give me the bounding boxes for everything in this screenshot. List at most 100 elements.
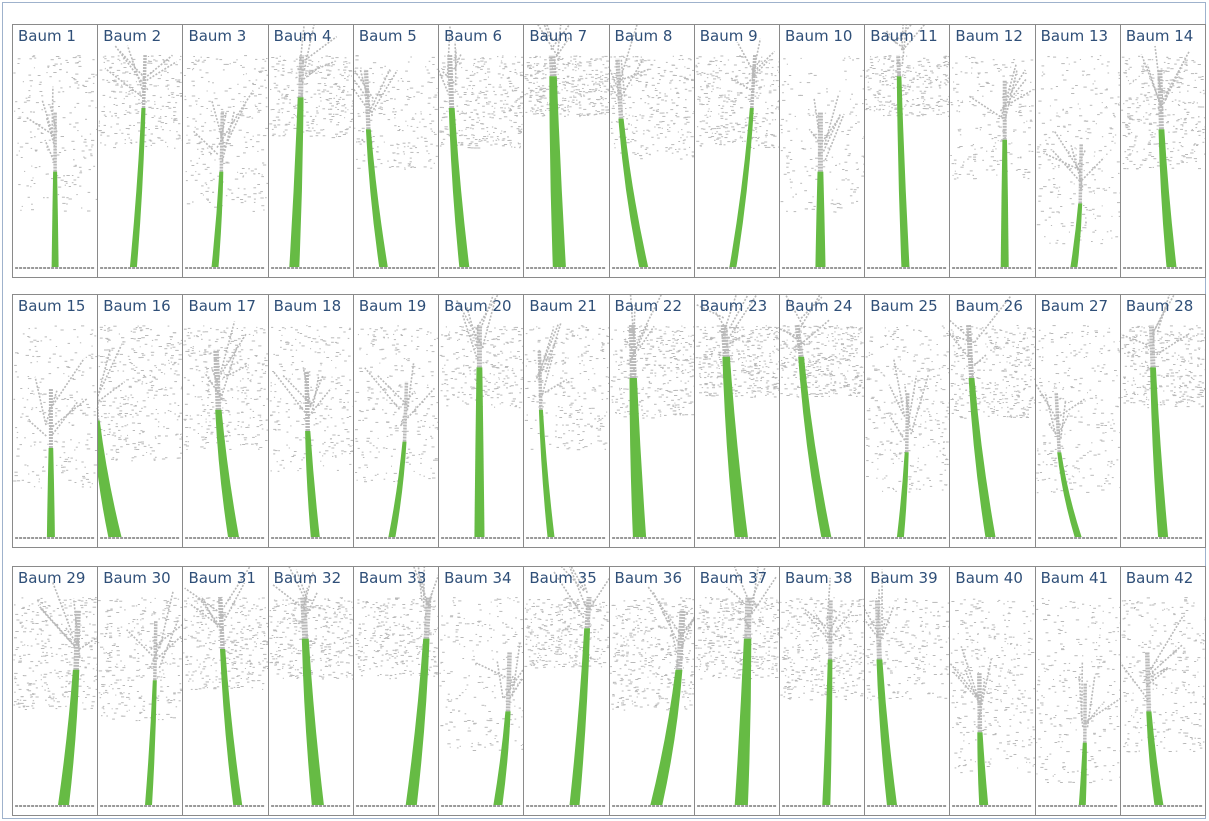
tree-panel: Baum 32: [267, 566, 354, 816]
tree-row-1: Baum 1 Baum 2 Baum 3 Baum 4 Baum 5 Baum 6 Baum…: [12, 24, 1207, 278]
tree-panel: Baum 11: [864, 24, 951, 278]
point-cloud-tree: [13, 582, 98, 807]
point-cloud-tree: [439, 295, 524, 539]
tree-panel: Baum 40: [949, 566, 1036, 816]
tree-label: Baum 32: [273, 569, 342, 587]
tree-panel: Baum 42: [1119, 566, 1207, 816]
point-cloud-tree: [354, 325, 439, 539]
point-cloud-tree: [1120, 597, 1206, 807]
point-cloud-tree: [609, 25, 694, 269]
tree-label: Baum 34: [444, 569, 512, 587]
tree-label: Baum 7: [529, 27, 588, 45]
tree-panel: Baum 3: [182, 24, 269, 278]
tree-panel: Baum 22: [608, 294, 695, 548]
tree-label: Baum 19: [358, 297, 427, 315]
tree-panel: Baum 38: [778, 566, 866, 816]
tree-label: Baum 39: [870, 569, 938, 587]
tree-label: Baum 33: [358, 569, 427, 587]
tree-label: Baum 10: [784, 27, 853, 45]
tree-label: Baum 25: [870, 297, 938, 315]
tree-panel: Baum 27: [1034, 294, 1121, 548]
tree-label: Baum 24: [784, 297, 853, 315]
point-cloud-tree: [13, 325, 98, 539]
point-cloud-tree: [525, 322, 609, 539]
point-cloud-tree: [524, 567, 609, 807]
point-cloud-tree: [780, 577, 865, 807]
point-cloud-tree: [865, 569, 950, 807]
tree-label: Baum 11: [870, 27, 938, 45]
point-cloud-tree: [98, 591, 183, 807]
tree-panel: Baum 5: [352, 24, 440, 278]
point-cloud-tree: [950, 295, 1035, 539]
tree-label: Baum 15: [18, 297, 86, 315]
point-cloud-tree: [1120, 45, 1206, 269]
tree-label: Baum 36: [614, 569, 682, 587]
tree-panel: Baum 15: [12, 294, 99, 548]
tree-label: Baum 16: [103, 297, 171, 315]
tree-panel: Baum 20: [438, 294, 525, 548]
tree-label: Baum 22: [614, 297, 682, 315]
tree-label: Baum 26: [955, 297, 1023, 315]
tree-label: Baum 9: [699, 27, 758, 45]
tree-panel: Baum 24: [778, 294, 866, 548]
tree-label: Baum 13: [1040, 27, 1109, 45]
point-cloud-tree: [183, 567, 268, 807]
tree-panel: Baum 21: [523, 294, 610, 548]
tree-label: Baum 30: [103, 569, 171, 587]
point-cloud-tree: [865, 325, 950, 539]
tree-panel: Baum 34: [438, 566, 525, 816]
point-cloud-tree: [950, 598, 1035, 807]
point-cloud-tree: [865, 25, 950, 269]
point-cloud-tree: [1035, 325, 1120, 539]
tree-panel: Baum 12: [949, 24, 1036, 278]
tree-panel: Baum 41: [1034, 566, 1121, 816]
tree-panel: Baum 31: [182, 566, 269, 816]
tree-row-2: Baum 15 Baum 16 Baum 17 Baum 18 Baum 19 Baum …: [12, 294, 1207, 548]
tree-panel: Baum 4: [267, 24, 354, 278]
tree-panel: Baum 17: [182, 294, 269, 548]
tree-panel: Baum 39: [864, 566, 951, 816]
point-cloud-tree: [695, 38, 779, 269]
point-cloud-tree: [439, 26, 524, 269]
tree-label: Baum 12: [955, 27, 1023, 45]
tree-panel: Baum 13: [1034, 24, 1121, 278]
point-cloud-tree: [353, 55, 439, 269]
tree-label: Baum 4: [273, 27, 332, 45]
tree-label: Baum 31: [188, 569, 256, 587]
point-cloud-tree: [269, 325, 353, 539]
tree-label: Baum 14: [1125, 27, 1194, 45]
tree-label: Baum 8: [614, 27, 673, 45]
tree-panel: Baum 33: [352, 566, 440, 816]
point-cloud-tree: [1036, 55, 1120, 269]
point-cloud-tree: [779, 295, 865, 539]
tree-panel: Baum 18: [267, 294, 354, 548]
tree-label: Baum 5: [358, 27, 417, 45]
tree-label: Baum 17: [188, 297, 256, 315]
tree-panel: Baum 2: [97, 24, 184, 278]
point-cloud-tree: [98, 325, 183, 539]
tree-label: Baum 18: [273, 297, 342, 315]
point-cloud-tree: [354, 567, 439, 807]
point-cloud-tree: [609, 586, 694, 807]
tree-panel: Baum 10: [778, 24, 866, 278]
tree-panel: Baum 26: [949, 294, 1036, 548]
tree-panel: Baum 6: [438, 24, 525, 278]
point-cloud-tree: [780, 56, 865, 269]
point-cloud-tree: [524, 25, 609, 269]
point-cloud-tree: [183, 321, 268, 539]
tree-label: Baum 2: [103, 27, 162, 45]
tree-panel: Baum 35: [523, 566, 610, 816]
tree-label: Baum 21: [529, 297, 597, 315]
point-cloud-tree: [1035, 597, 1120, 807]
tree-panel: Baum 37: [693, 566, 780, 816]
point-cloud-tree: [695, 295, 779, 539]
tree-panel: Baum 28: [1119, 294, 1207, 548]
point-cloud-tree: [1120, 295, 1206, 539]
tree-panel: Baum 23: [693, 294, 780, 548]
tree-label: Baum 28: [1125, 297, 1194, 315]
point-cloud-tree: [184, 55, 268, 269]
point-cloud-tree: [439, 597, 524, 807]
tree-panel: Baum 9: [693, 24, 780, 278]
point-cloud-tree: [694, 567, 779, 807]
tree-panel: Baum 14: [1119, 24, 1207, 278]
